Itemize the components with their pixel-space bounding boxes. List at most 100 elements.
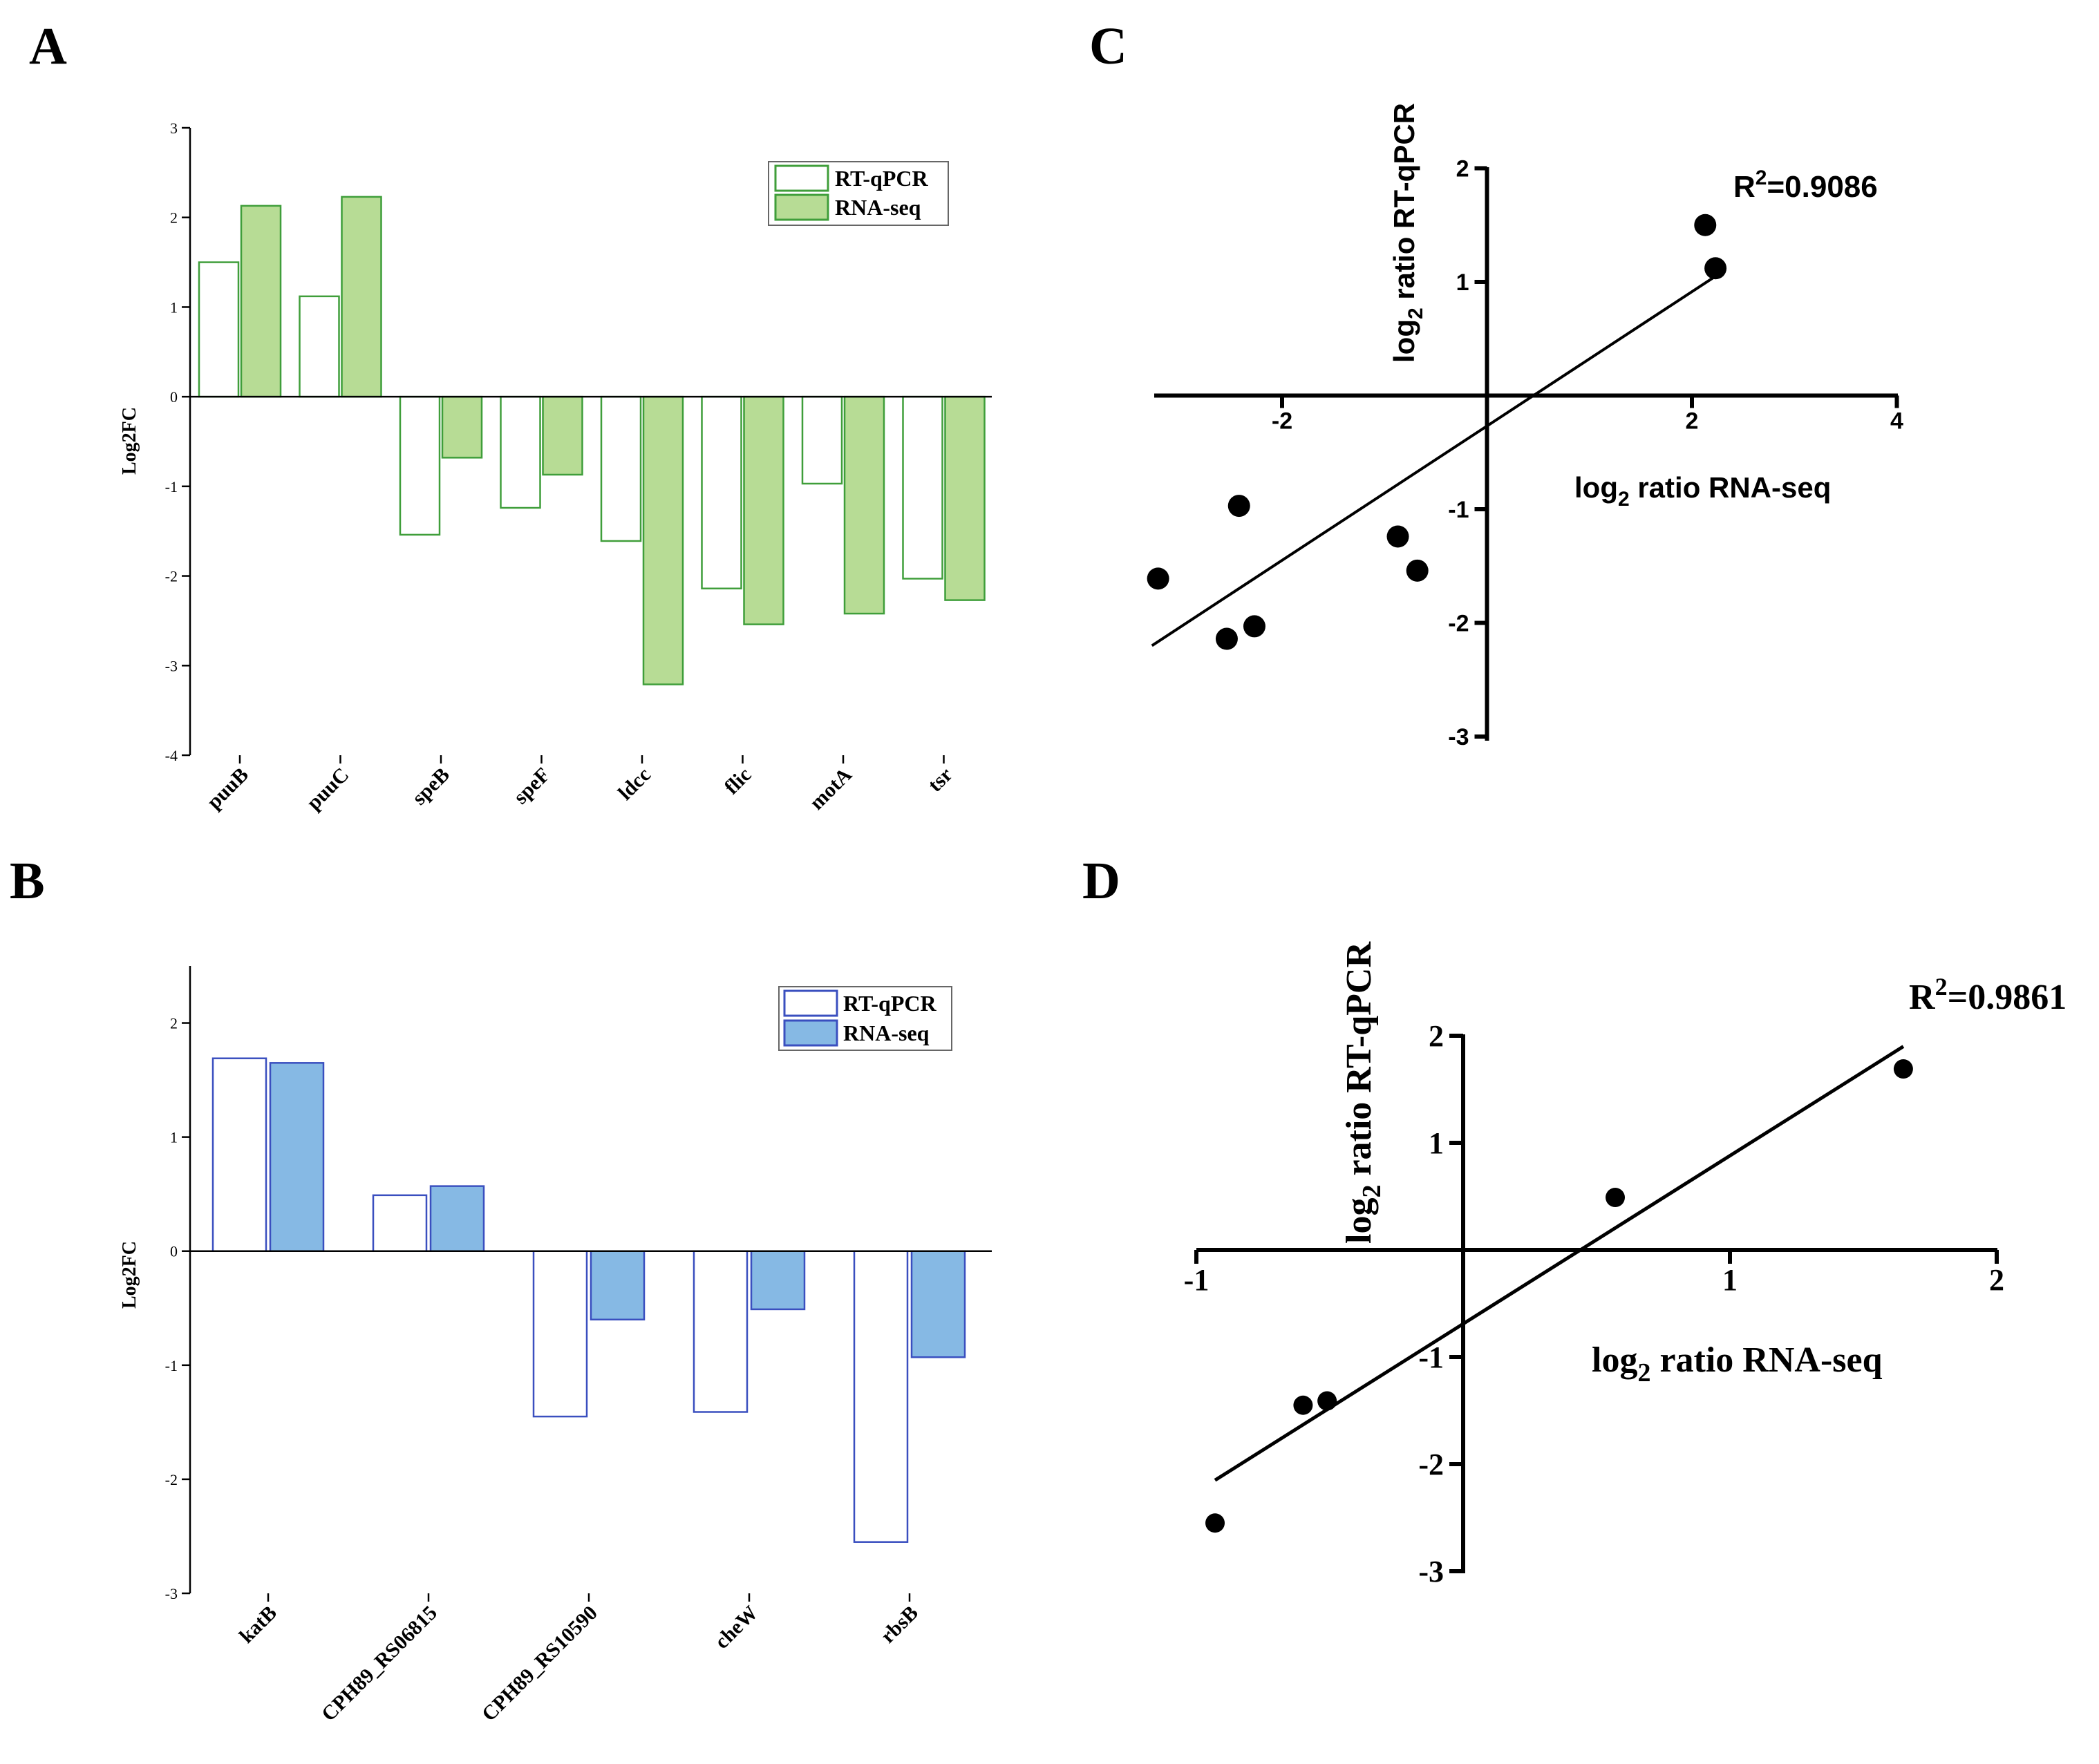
legend-b: RT-qPCR RNA-seq bbox=[778, 986, 952, 1051]
y-tick-label: -4 bbox=[165, 747, 178, 764]
y-axis-label-b: Log2FC bbox=[119, 1241, 140, 1309]
category-label-cph89_rs06815: CPH89_RS06815 bbox=[317, 1602, 442, 1726]
x-axis-label-d: log2 ratio RNA-seq bbox=[1592, 1340, 1883, 1387]
x-tick-label: -1 bbox=[1184, 1263, 1209, 1297]
category-label-flic: flic bbox=[720, 764, 756, 799]
ticks-c: -2 2 4 -3 -2 -1 1 2 bbox=[1272, 156, 1903, 751]
category-labels-b: katB CPH89_RS06815 CPH89_RS10590 cheW rbsB bbox=[235, 1593, 923, 1726]
panel-label-c: C bbox=[1089, 17, 1127, 75]
y-tick-label: 2 bbox=[170, 1015, 178, 1032]
category-label-chew: cheW bbox=[710, 1602, 762, 1653]
category-label-spef: speF bbox=[509, 764, 555, 809]
category-label-tsr: tsr bbox=[923, 764, 957, 797]
y-tick-label: -2 bbox=[1418, 1448, 1444, 1481]
data-point bbox=[1704, 257, 1727, 280]
legend-swatch-rt-qpcr-b bbox=[783, 989, 838, 1017]
category-labels-a: puuB puuC speB speF ldcc flic motA tsr bbox=[203, 755, 957, 815]
legend-label-rna-seq-a: RNA-seq bbox=[835, 195, 921, 220]
bar-mota-rna-seq bbox=[843, 395, 885, 615]
y-tick-label: 2 bbox=[1429, 1019, 1444, 1053]
x-tick-label: 1 bbox=[1722, 1263, 1738, 1297]
scatter-chart-c: -2 2 4 -3 -2 -1 1 2 log2 ratio RNA-seq log2 rat… bbox=[1147, 103, 1903, 750]
category-label-ldcc: ldcc bbox=[614, 764, 655, 805]
bar-katb-rna-seq bbox=[269, 1062, 325, 1252]
legend-label-rt-qpcr-a: RT-qPCR bbox=[835, 166, 929, 191]
category-label-mota: motA bbox=[805, 763, 856, 814]
data-point bbox=[1694, 214, 1717, 236]
r-squared-d: R2=0.9861 bbox=[1909, 973, 2067, 1017]
y-tick-label: -1 bbox=[1448, 497, 1469, 523]
bar-tsr-rt-qpcr bbox=[902, 395, 943, 580]
bar-ldcc-rna-seq bbox=[642, 395, 684, 685]
regression-line-d bbox=[1214, 1045, 1905, 1482]
y-tick-label: -2 bbox=[165, 568, 178, 585]
y-tick-label: 1 bbox=[1456, 269, 1469, 296]
data-point bbox=[1147, 567, 1169, 590]
bar-chew-rt-qpcr bbox=[693, 1250, 749, 1413]
category-label-puuc: puuC bbox=[302, 764, 353, 815]
y-tick-label: 1 bbox=[1429, 1126, 1444, 1160]
bar-chart-a: -4 -3 -2 -1 0 1 2 3 puuB puuC speB speF ldcc flic mot… bbox=[119, 120, 992, 815]
bar-spef-rna-seq bbox=[542, 395, 583, 476]
panel-label-a: A bbox=[29, 17, 67, 75]
data-point bbox=[1893, 1059, 1913, 1079]
y-tick-label: 0 bbox=[170, 388, 178, 406]
y-tick-label: 2 bbox=[170, 209, 178, 227]
legend-swatch-rna-seq-a bbox=[774, 193, 829, 221]
bars-a bbox=[198, 196, 986, 685]
x-tick-label: 4 bbox=[1890, 408, 1903, 435]
y-tick-label: -2 bbox=[1448, 611, 1469, 637]
bar-puuc-rna-seq bbox=[341, 196, 382, 398]
points-d bbox=[1205, 1059, 1913, 1533]
bar-ldcc-rt-qpcr bbox=[600, 395, 642, 542]
bar-mota-rt-qpcr bbox=[801, 395, 843, 485]
bar-speb-rt-qpcr bbox=[399, 395, 441, 536]
bar-cph89_rs06815-rt-qpcr bbox=[372, 1194, 428, 1252]
x-axis-label-c: log2 ratio RNA-seq bbox=[1574, 471, 1831, 511]
data-point bbox=[1386, 525, 1409, 548]
y-tick-label: -3 bbox=[1448, 724, 1469, 750]
bar-flic-rt-qpcr bbox=[701, 395, 742, 589]
y-tick-label: 1 bbox=[170, 298, 178, 316]
y-tick-label: 2 bbox=[1456, 156, 1469, 182]
panel-label-d: D bbox=[1082, 852, 1120, 910]
r-squared-c: R2=0.9086 bbox=[1733, 167, 1878, 204]
y-tick-label: -3 bbox=[165, 657, 178, 674]
y-tick-label: -3 bbox=[1418, 1555, 1444, 1588]
bar-tsr-rna-seq bbox=[944, 395, 986, 601]
bar-rbsb-rna-seq bbox=[910, 1250, 966, 1358]
axes-c bbox=[1154, 167, 1898, 741]
x-tick-label: -2 bbox=[1272, 408, 1292, 435]
bar-katb-rt-qpcr bbox=[211, 1057, 267, 1252]
data-point bbox=[1606, 1188, 1626, 1208]
y-axis-label-c: log2 ratio RT-qPCR bbox=[1388, 103, 1427, 363]
axes-d bbox=[1196, 1034, 1997, 1573]
bar-cph89_rs06815-rna-seq bbox=[429, 1185, 485, 1252]
y-tick-label: -1 bbox=[1418, 1340, 1444, 1374]
y-tick-label: 3 bbox=[170, 120, 178, 137]
legend-a: RT-qPCR RNA-seq bbox=[768, 161, 949, 226]
bar-cph89_rs10590-rt-qpcr bbox=[532, 1250, 588, 1418]
y-ticks-b: -3 -2 -1 0 1 2 bbox=[165, 1015, 190, 1602]
bar-cph89_rs10590-rna-seq bbox=[590, 1250, 646, 1321]
data-point bbox=[1406, 559, 1429, 582]
legend-label-rt-qpcr-b: RT-qPCR bbox=[843, 991, 937, 1016]
category-label-cph89_rs10590: CPH89_RS10590 bbox=[478, 1602, 602, 1726]
bars-b bbox=[211, 1057, 966, 1543]
bar-chew-rna-seq bbox=[750, 1250, 806, 1311]
x-tick-label: 2 bbox=[1989, 1263, 2004, 1297]
data-point bbox=[1227, 495, 1250, 518]
bar-spef-rt-qpcr bbox=[500, 395, 541, 509]
scatter-chart-d: -1 1 2 -3 -2 -1 1 2 log2 ratio RNA-seq log2 rat… bbox=[1184, 941, 2067, 1588]
bar-flic-rna-seq bbox=[743, 395, 784, 625]
y-tick-label: -1 bbox=[165, 478, 178, 495]
category-label-speb: speB bbox=[408, 764, 454, 810]
bar-rbsb-rt-qpcr bbox=[853, 1250, 909, 1543]
x-tick-label: 2 bbox=[1686, 408, 1699, 435]
y-axis-label-d: log2 ratio RT-qPCR bbox=[1339, 941, 1386, 1244]
y-tick-label: 0 bbox=[170, 1243, 178, 1260]
y-axis-label-a: Log2FC bbox=[119, 407, 140, 475]
bar-puub-rna-seq bbox=[240, 205, 282, 398]
data-point bbox=[1205, 1513, 1225, 1533]
